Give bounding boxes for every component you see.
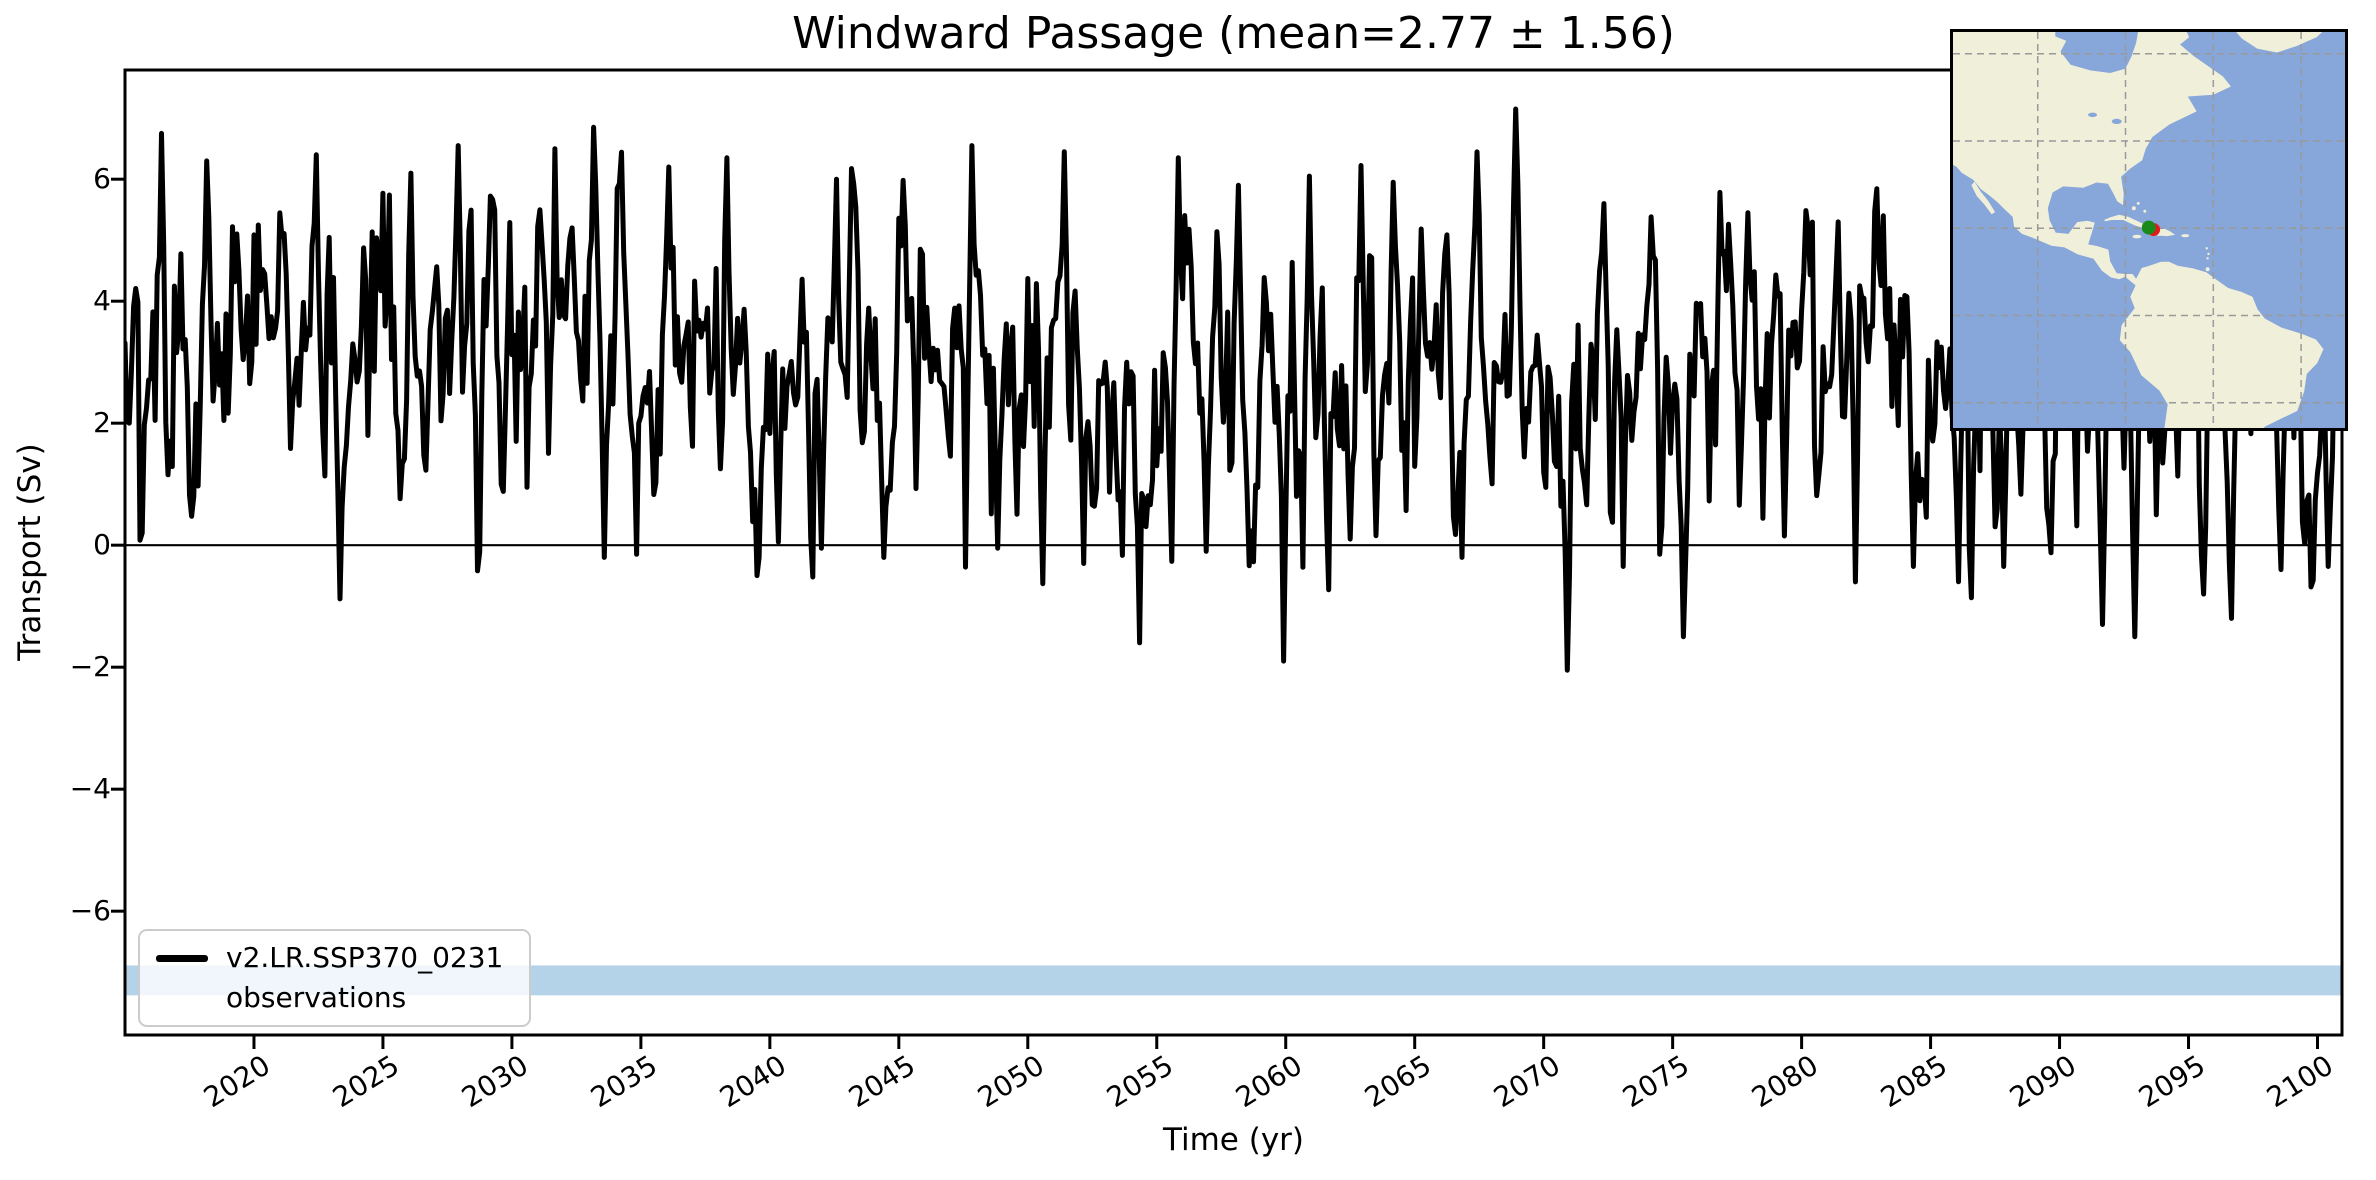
legend-label-observations: observations — [226, 981, 407, 1014]
x-tick-label: 2080 — [1745, 1048, 1824, 1115]
map-small-island — [2206, 257, 2209, 260]
chart-title: Windward Passage (mean=2.77 ± 1.56) — [792, 8, 1675, 59]
x-tick-label: 2020 — [197, 1048, 276, 1115]
x-tick-label: 2050 — [971, 1048, 1050, 1115]
map-small-island — [2205, 267, 2210, 272]
legend-entry-observations: observations — [156, 981, 503, 1015]
x-tick-label: 2085 — [1874, 1048, 1953, 1115]
x-tick-label: 2035 — [584, 1048, 663, 1115]
legend-label-model: v2.LR.SSP370_0231 — [226, 941, 504, 974]
y-tick-label: 2 — [93, 406, 111, 440]
x-tick-label: 2055 — [1100, 1048, 1179, 1115]
map-small-island — [2136, 201, 2140, 205]
x-tick-label: 2075 — [1616, 1048, 1695, 1115]
map-island-puerto-rico — [2181, 234, 2190, 238]
y-tick-label: 4 — [93, 284, 111, 318]
map-island-jamaica — [2132, 234, 2142, 239]
y-tick-label: −2 — [69, 650, 111, 684]
x-tick-label: 2070 — [1487, 1048, 1566, 1115]
x-axis-label: Time (yr) — [1163, 1122, 1304, 1158]
inset-map — [1950, 29, 2348, 431]
x-tick-label: 2025 — [326, 1048, 405, 1115]
x-tick-label: 2060 — [1229, 1048, 1308, 1115]
x-tick-label: 2100 — [2261, 1048, 2340, 1115]
legend-patch-swatch — [156, 985, 208, 1011]
map-small-island — [2143, 209, 2147, 213]
map-small-island — [2205, 247, 2208, 250]
map-land-baffin — [2156, 32, 2190, 45]
map-lake — [2111, 118, 2122, 125]
inset-map-canvas — [1953, 32, 2345, 428]
x-tick-label: 2065 — [1358, 1048, 1437, 1115]
y-tick-label: −6 — [69, 894, 111, 928]
y-tick-label: −4 — [69, 772, 111, 806]
model-section-point — [2141, 220, 2156, 235]
x-tick-label: 2045 — [842, 1048, 921, 1115]
y-tick-label: 0 — [93, 528, 111, 562]
map-small-island — [2131, 206, 2136, 211]
map-lake — [2088, 112, 2098, 118]
map-small-island — [2207, 252, 2210, 256]
x-tick-label: 2095 — [2132, 1048, 2211, 1115]
legend: v2.LR.SSP370_0231 observations — [138, 929, 532, 1027]
legend-entry-model: v2.LR.SSP370_0231 — [156, 941, 503, 975]
x-tick-label: 2090 — [2003, 1048, 2082, 1115]
x-tick-label: 2030 — [455, 1048, 534, 1115]
y-tick-label: 6 — [93, 162, 111, 196]
x-tick-label: 2040 — [713, 1048, 792, 1115]
legend-line-swatch — [156, 954, 208, 962]
